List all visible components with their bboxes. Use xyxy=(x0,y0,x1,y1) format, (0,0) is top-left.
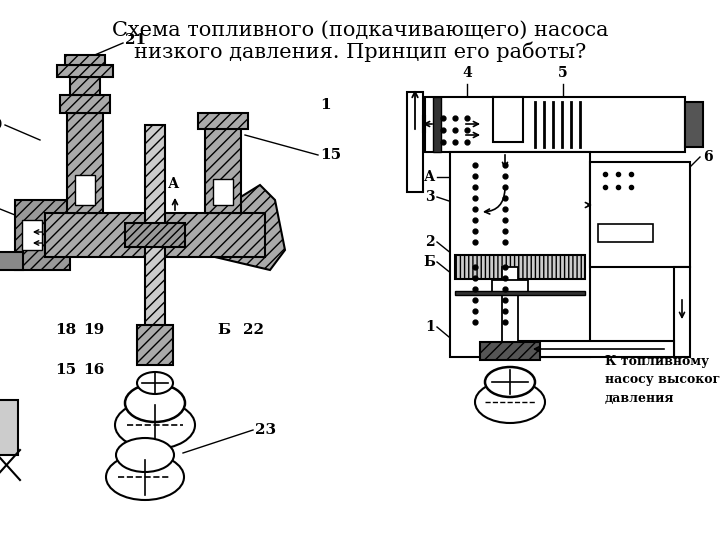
Bar xyxy=(67,113,103,213)
Text: 5: 5 xyxy=(558,66,568,80)
Text: 15: 15 xyxy=(55,363,76,377)
Bar xyxy=(407,92,423,192)
Ellipse shape xyxy=(125,384,185,422)
Bar xyxy=(15,200,70,270)
Text: 1: 1 xyxy=(426,320,435,334)
Bar xyxy=(145,125,165,345)
Ellipse shape xyxy=(137,372,173,394)
Text: 1: 1 xyxy=(320,98,330,112)
Ellipse shape xyxy=(475,381,545,423)
Bar xyxy=(0,400,18,455)
Bar xyxy=(0,252,23,270)
Bar xyxy=(455,291,585,295)
Text: К топливному
насосу высокого
давления: К топливному насосу высокого давления xyxy=(605,354,720,406)
Polygon shape xyxy=(215,185,285,270)
Text: Б: Б xyxy=(217,323,230,337)
Text: Схема топливного (подкачивающего) насоса: Схема топливного (подкачивающего) насоса xyxy=(112,21,608,39)
Bar xyxy=(65,55,105,65)
Text: А: А xyxy=(167,177,179,191)
Text: 2: 2 xyxy=(426,235,435,249)
Bar xyxy=(198,113,248,129)
Bar xyxy=(22,220,42,250)
Bar xyxy=(57,65,113,77)
Bar xyxy=(518,341,674,357)
Bar xyxy=(45,213,265,257)
Text: низкого давления. Принцип его работы?: низкого давления. Принцип его работы? xyxy=(134,42,586,62)
Text: 18: 18 xyxy=(55,323,76,337)
Bar xyxy=(450,152,590,357)
Bar xyxy=(590,162,690,267)
Bar xyxy=(455,255,585,279)
Bar xyxy=(433,97,441,152)
Ellipse shape xyxy=(115,401,195,449)
Bar xyxy=(70,77,100,95)
Bar xyxy=(60,95,110,113)
Text: 21: 21 xyxy=(125,33,146,47)
Bar xyxy=(493,97,523,142)
Text: 23: 23 xyxy=(255,423,276,437)
Bar xyxy=(674,267,690,357)
Bar xyxy=(137,325,173,365)
Text: А: А xyxy=(424,170,435,184)
Text: 22: 22 xyxy=(243,323,264,337)
Bar xyxy=(685,102,703,147)
Ellipse shape xyxy=(116,438,174,472)
Bar xyxy=(423,116,425,132)
Text: 16: 16 xyxy=(83,363,104,377)
Bar xyxy=(502,267,518,352)
Text: 19: 19 xyxy=(83,323,104,337)
Ellipse shape xyxy=(106,454,184,500)
Text: 4: 4 xyxy=(462,66,472,80)
Bar xyxy=(527,101,592,148)
Bar xyxy=(598,224,653,242)
Text: 6: 6 xyxy=(703,150,713,164)
Bar xyxy=(480,342,540,360)
Text: 3: 3 xyxy=(426,190,435,204)
Text: Б: Б xyxy=(423,255,435,269)
Bar xyxy=(492,280,528,292)
Bar xyxy=(125,223,185,247)
Text: 10: 10 xyxy=(0,118,2,132)
Bar xyxy=(75,175,95,205)
Bar xyxy=(425,97,685,152)
Bar xyxy=(213,179,233,205)
Text: 15: 15 xyxy=(320,148,341,162)
Bar xyxy=(205,125,241,213)
Ellipse shape xyxy=(485,367,535,397)
